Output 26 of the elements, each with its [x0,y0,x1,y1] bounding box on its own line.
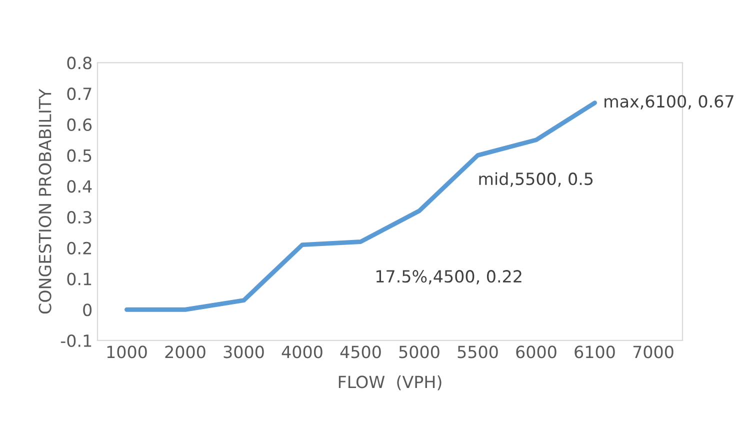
x-tick-label: 5500 [458,346,498,358]
x-tick-label: 6000 [516,346,556,358]
x-tick-label: 4500 [340,346,381,358]
x-tick-label: 6100 [574,346,615,358]
y-tick-label: 0.3 [67,210,92,224]
y-tick-label: 0.7 [67,88,92,100]
y-tick-label: -0.1 [60,334,92,348]
y-tick-label: 0.8 [67,56,92,70]
y-tick-label: 0.6 [67,118,92,132]
y-tick-label: 0.2 [67,242,91,254]
x-tick-label: 1000 [107,346,147,358]
x-tick-label: 5000 [399,346,440,358]
y-tick-label: 0.1 [67,272,92,286]
x-axis-title: FLOW (VPH) [338,375,442,390]
line-series [124,100,597,312]
x-tick-label: 7000 [633,346,674,358]
y-tick-label: 0.4 [67,180,92,193]
x-tick-label: 2000 [165,346,206,358]
x-tick-label: 4000 [282,346,322,358]
annotation: mid,5500, 0.5 [479,172,593,187]
y-tick-label: 0 [83,304,92,316]
y-axis-title: CONGESTION PROBABILITY [38,88,52,314]
annotation: 17.5%,4500, 0.22 [376,270,522,284]
y-tick-label: 0.5 [67,149,92,162]
x-tick-label: 3000 [224,346,264,358]
annotation: max,6100, 0.67 [604,95,734,110]
